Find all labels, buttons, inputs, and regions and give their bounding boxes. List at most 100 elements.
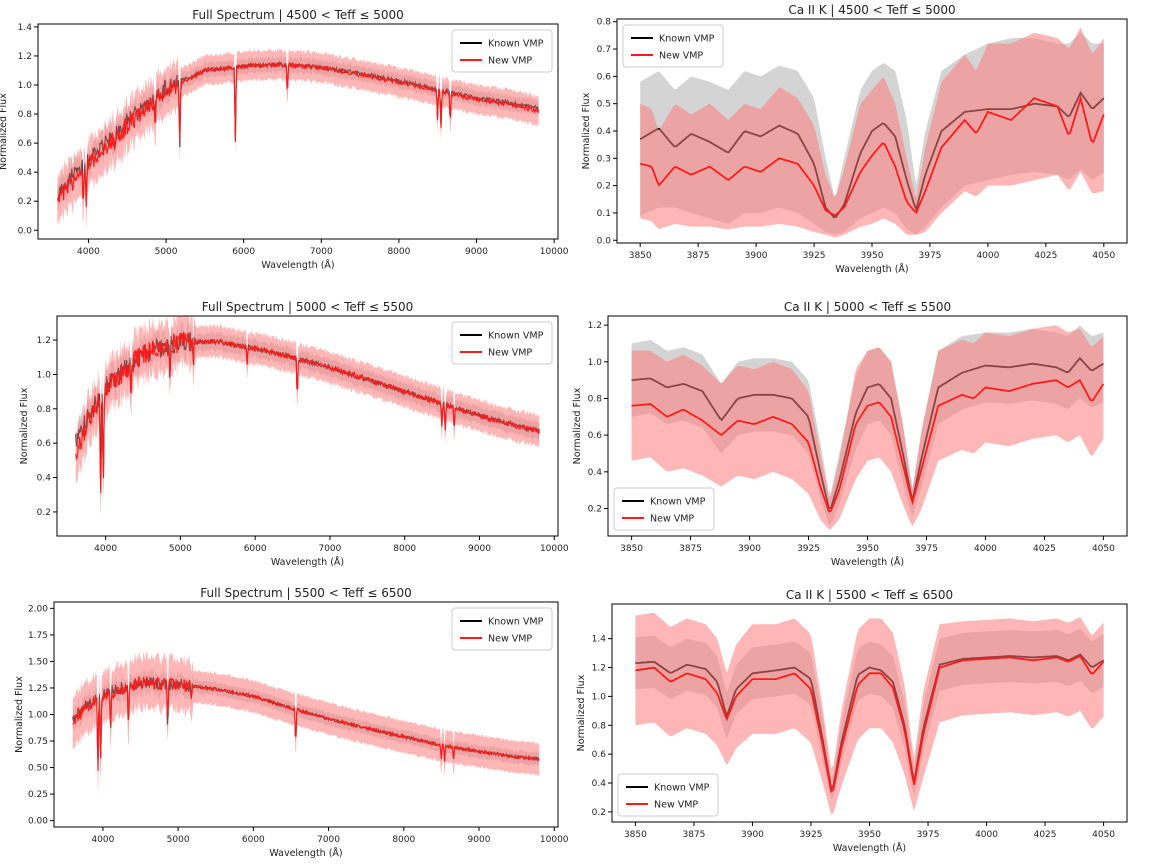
- series-band-new: [72, 651, 540, 797]
- y-axis-label: Normalized Flux: [581, 92, 592, 169]
- legend-label-known: Known VMP: [650, 497, 706, 508]
- x-tick-label: 3900: [741, 830, 764, 840]
- series-band-new: [75, 316, 540, 519]
- y-tick-label: 1.2: [592, 664, 606, 674]
- y-tick-label: 1.00: [28, 711, 48, 721]
- chart-panel-1: 4000 5000 6000 7000 8000 9000 10000 0.0 0.2 0.4 0.…: [0, 8, 569, 271]
- chart-panel-2: 3850 3875 3900 3925 3950 3975 4000 4025 4050 0.0 0…: [581, 3, 1128, 275]
- x-tick-label: 7000: [318, 544, 341, 554]
- y-tick-label: 0.8: [37, 405, 52, 415]
- x-tick-label: 4000: [77, 247, 100, 257]
- legend-label-known: Known VMP: [659, 34, 715, 45]
- series-line-new: [635, 654, 1105, 794]
- chart-title: Full Spectrum | 4500 < Teff ≤ 5000: [192, 8, 404, 22]
- legend-label-new: New VMP: [654, 800, 698, 811]
- y-tick-label: 0.2: [37, 508, 51, 518]
- x-tick-label: 4025: [1033, 544, 1056, 554]
- x-tick-label: 4050: [1092, 544, 1115, 554]
- y-tick-label: 0.3: [597, 154, 611, 164]
- legend-box: [617, 773, 719, 817]
- x-tick-label: 5000: [155, 247, 178, 257]
- plot-area: [56, 48, 540, 231]
- y-tick-label: 0.6: [18, 139, 33, 149]
- legend: Known VMP New VMP: [451, 321, 553, 365]
- y-tick-label: 0.75: [28, 737, 48, 747]
- series-line-new: [75, 331, 540, 494]
- x-axis-label: Wavelength (Å): [261, 259, 334, 271]
- y-tick-label: 1.75: [28, 631, 48, 641]
- x-tick-label: 3875: [682, 830, 705, 840]
- y-tick-label: 0.2: [592, 808, 606, 818]
- legend: Known VMP New VMP: [622, 24, 724, 68]
- x-tick-label: 8000: [387, 247, 410, 257]
- x-tick-label: 3975: [915, 544, 938, 554]
- x-tick-label: 10000: [540, 247, 569, 257]
- series-band-new: [635, 612, 1104, 815]
- plot-area: [631, 325, 1105, 530]
- x-axis-label: Wavelength (Å): [271, 556, 344, 568]
- y-tick-label: 1.4: [592, 635, 607, 645]
- x-tick-label: 4050: [1092, 830, 1115, 840]
- x-tick-label: 3925: [803, 251, 826, 261]
- y-tick-label: 0.2: [597, 182, 611, 192]
- legend: Known VMP New VMP: [451, 29, 553, 73]
- y-tick-label: 0.0: [597, 236, 612, 246]
- chart-panel-4: 3850 3875 3900 3925 3950 3975 4000 4025 4050 0.2 0…: [572, 300, 1128, 568]
- series-line-new: [639, 94, 1105, 217]
- legend-box: [622, 24, 724, 68]
- legend-label-new: New VMP: [488, 348, 532, 359]
- y-tick-label: 0.2: [588, 505, 602, 515]
- y-axis-label: Normalized Flux: [572, 387, 583, 464]
- y-tick-label: 0.0: [18, 226, 33, 236]
- x-tick-label: 5000: [167, 835, 190, 845]
- x-tick-label: 8000: [393, 544, 416, 554]
- x-tick-label: 3925: [800, 830, 823, 840]
- y-axis-label: Normalized Flux: [0, 93, 9, 170]
- y-tick-label: 0.8: [592, 721, 607, 731]
- y-axis-label: Normalized Flux: [19, 387, 30, 464]
- plot-area: [75, 316, 540, 519]
- legend-box: [451, 29, 553, 73]
- x-tick-label: 3975: [917, 830, 940, 840]
- x-tick-label: 4000: [975, 830, 998, 840]
- y-tick-label: 1.25: [28, 684, 48, 694]
- chart-title: Full Spectrum | 5500 < Teff ≤ 6500: [200, 586, 412, 600]
- y-tick-label: 0.1: [597, 209, 611, 219]
- y-tick-label: 0.8: [597, 18, 612, 28]
- x-axis-label: Wavelength (Å): [833, 842, 906, 854]
- series-line-new: [631, 378, 1105, 513]
- y-tick-label: 0.4: [588, 468, 603, 478]
- y-axis-label: Normalized Flux: [14, 676, 25, 753]
- y-tick-label: 0.50: [28, 764, 48, 774]
- x-tick-label: 3850: [624, 830, 647, 840]
- y-tick-label: 1.4: [18, 23, 33, 33]
- x-tick-label: 4025: [1034, 251, 1057, 261]
- y-tick-label: 1.2: [588, 321, 602, 331]
- y-tick-label: 0.4: [37, 474, 52, 484]
- x-tick-label: 4000: [91, 835, 114, 845]
- x-tick-label: 4000: [976, 251, 999, 261]
- x-tick-label: 7000: [310, 247, 333, 257]
- y-tick-label: 1.50: [28, 657, 48, 667]
- x-tick-label: 3850: [620, 544, 643, 554]
- y-tick-label: 0.5: [597, 100, 611, 110]
- y-tick-label: 1.2: [37, 336, 51, 346]
- x-axis-label: Wavelength (Å): [831, 556, 904, 568]
- chart-title: Ca II K | 5500 < Teff ≤ 6500: [786, 588, 953, 602]
- chart-panel-3: 4000 5000 6000 7000 8000 9000 10000 0.2 0.4 0.6 0.…: [19, 300, 569, 568]
- legend-label-new: New VMP: [488, 56, 532, 67]
- y-tick-label: 1.0: [37, 370, 52, 380]
- x-tick-label: 6000: [242, 835, 265, 845]
- legend-label-new: New VMP: [659, 51, 703, 62]
- legend-box: [451, 607, 553, 651]
- legend-label-known: Known VMP: [488, 331, 544, 342]
- x-tick-label: 4000: [974, 544, 997, 554]
- legend: Known VMP New VMP: [451, 607, 553, 651]
- series-band-new: [631, 325, 1104, 530]
- x-tick-label: 4025: [1034, 830, 1057, 840]
- series-line-new: [72, 675, 540, 772]
- y-tick-label: 0.2: [18, 197, 32, 207]
- x-tick-label: 3900: [745, 251, 768, 261]
- x-tick-label: 3875: [679, 544, 702, 554]
- y-tick-label: 0.6: [592, 750, 607, 760]
